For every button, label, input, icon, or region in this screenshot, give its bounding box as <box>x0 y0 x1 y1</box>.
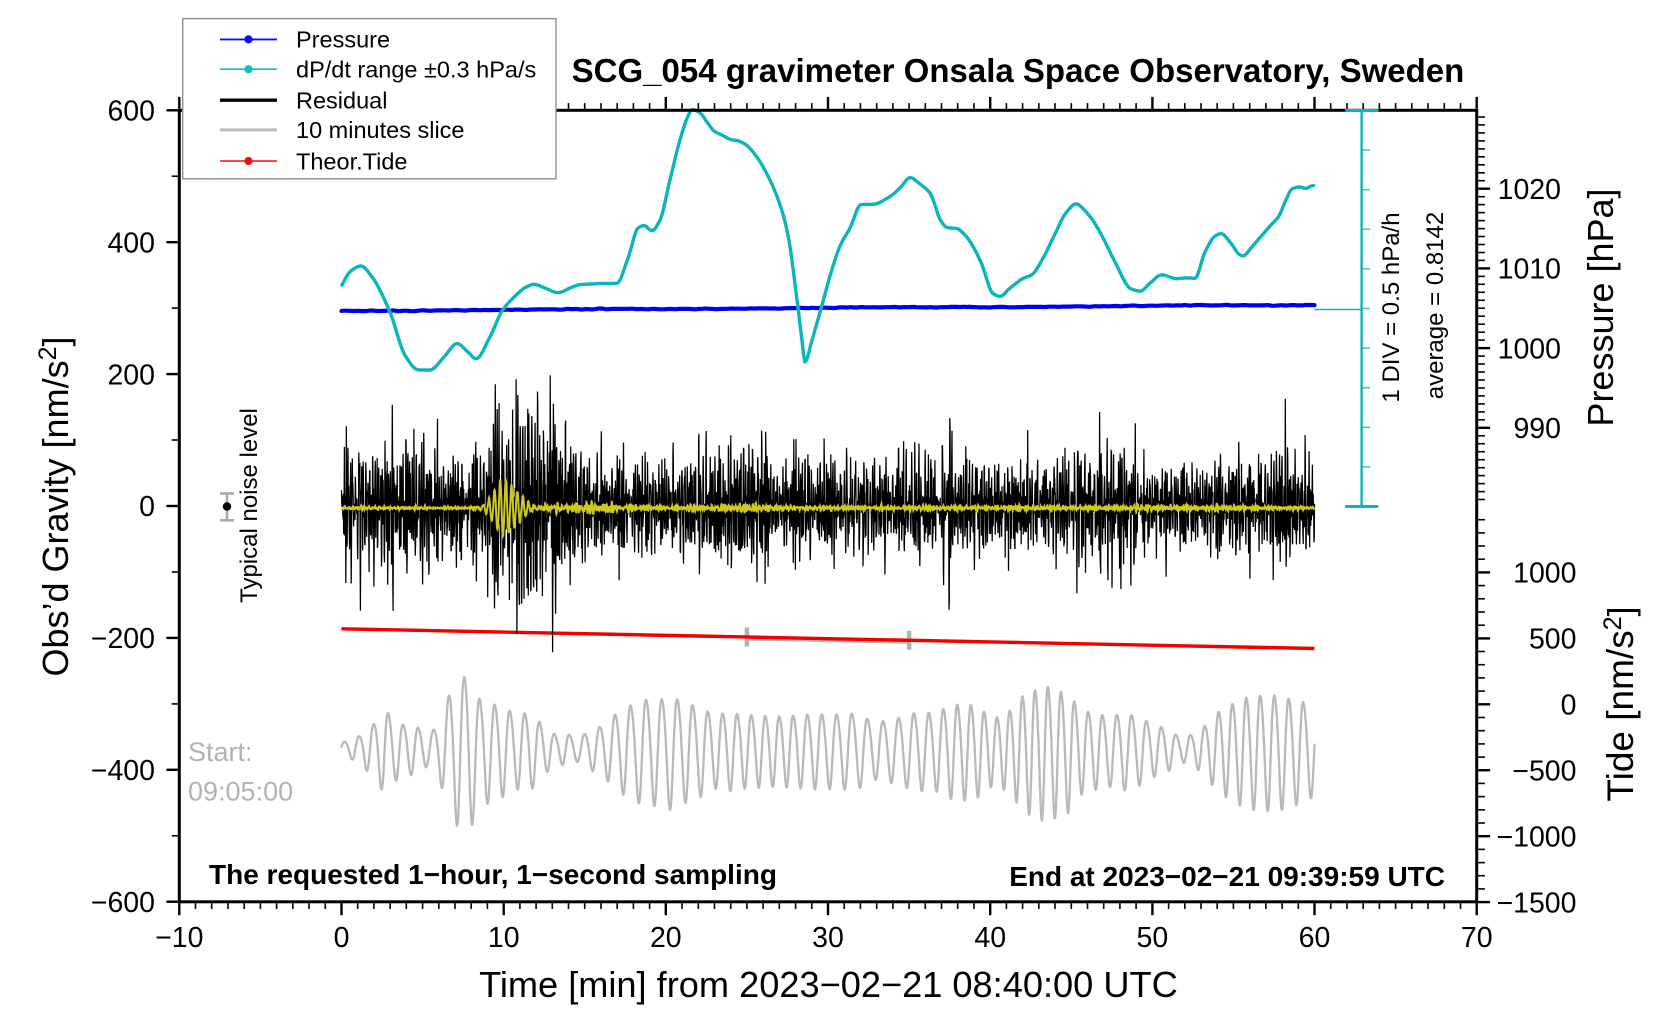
svg-text:10 minutes slice: 10 minutes slice <box>296 117 465 143</box>
svg-text:1 DIV = 0.5 hPa/h: 1 DIV = 0.5 hPa/h <box>1378 212 1405 402</box>
svg-text:SCG_054 gravimeter Onsala Spac: SCG_054 gravimeter Onsala Space Observat… <box>572 52 1465 89</box>
svg-text:1020: 1020 <box>1498 174 1561 206</box>
svg-text:500: 500 <box>1529 624 1577 656</box>
svg-text:600: 600 <box>107 96 155 128</box>
svg-text:20: 20 <box>650 922 682 954</box>
svg-text:−400: −400 <box>91 755 155 787</box>
svg-text:−10: −10 <box>155 922 203 954</box>
svg-text:Time [min] from 2023−02−21 08:: Time [min] from 2023−02−21 08:40:00 UTC <box>479 964 1178 1005</box>
svg-text:−500: −500 <box>1512 755 1576 787</box>
svg-text:200: 200 <box>107 359 155 391</box>
svg-text:dP/dt range ±0.3 hPa/s: dP/dt range ±0.3 hPa/s <box>296 57 536 83</box>
svg-text:Pressure [hPa]: Pressure [hPa] <box>1580 188 1621 426</box>
svg-text:−200: −200 <box>91 623 155 655</box>
svg-text:Tide [nm/s2]: Tide [nm/s2] <box>1599 606 1641 801</box>
svg-text:−1000: −1000 <box>1496 821 1576 853</box>
svg-text:Pressure: Pressure <box>296 27 390 53</box>
svg-text:0: 0 <box>139 491 155 523</box>
svg-text:09:05:00: 09:05:00 <box>188 777 293 807</box>
svg-text:1000: 1000 <box>1498 333 1561 365</box>
svg-text:End at 2023−02−21 09:39:59 UTC: End at 2023−02−21 09:39:59 UTC <box>1009 861 1445 892</box>
svg-text:Theor.Tide: Theor.Tide <box>296 148 407 174</box>
svg-text:40: 40 <box>974 922 1006 954</box>
svg-text:−1500: −1500 <box>1496 887 1576 919</box>
svg-text:60: 60 <box>1299 922 1331 954</box>
svg-text:1000: 1000 <box>1513 558 1576 590</box>
svg-text:Start:: Start: <box>188 737 253 767</box>
svg-text:0: 0 <box>334 922 350 954</box>
svg-text:Obs’d Gravity [nm/s2]: Obs’d Gravity [nm/s2] <box>34 337 76 677</box>
svg-text:30: 30 <box>812 922 844 954</box>
svg-text:average = 0.8142: average = 0.8142 <box>1422 212 1449 400</box>
svg-text:70: 70 <box>1461 922 1493 954</box>
svg-text:Typical noise level: Typical noise level <box>236 408 263 603</box>
svg-text:−600: −600 <box>91 887 155 919</box>
svg-text:0: 0 <box>1561 690 1577 722</box>
svg-text:990: 990 <box>1513 413 1561 445</box>
svg-text:400: 400 <box>107 227 155 259</box>
svg-text:50: 50 <box>1137 922 1169 954</box>
svg-text:Residual: Residual <box>296 88 387 114</box>
svg-text:1010: 1010 <box>1498 254 1561 286</box>
svg-text:10: 10 <box>488 922 520 954</box>
svg-text:The requested 1−hour, 1−second: The requested 1−hour, 1−second sampling <box>209 859 777 890</box>
